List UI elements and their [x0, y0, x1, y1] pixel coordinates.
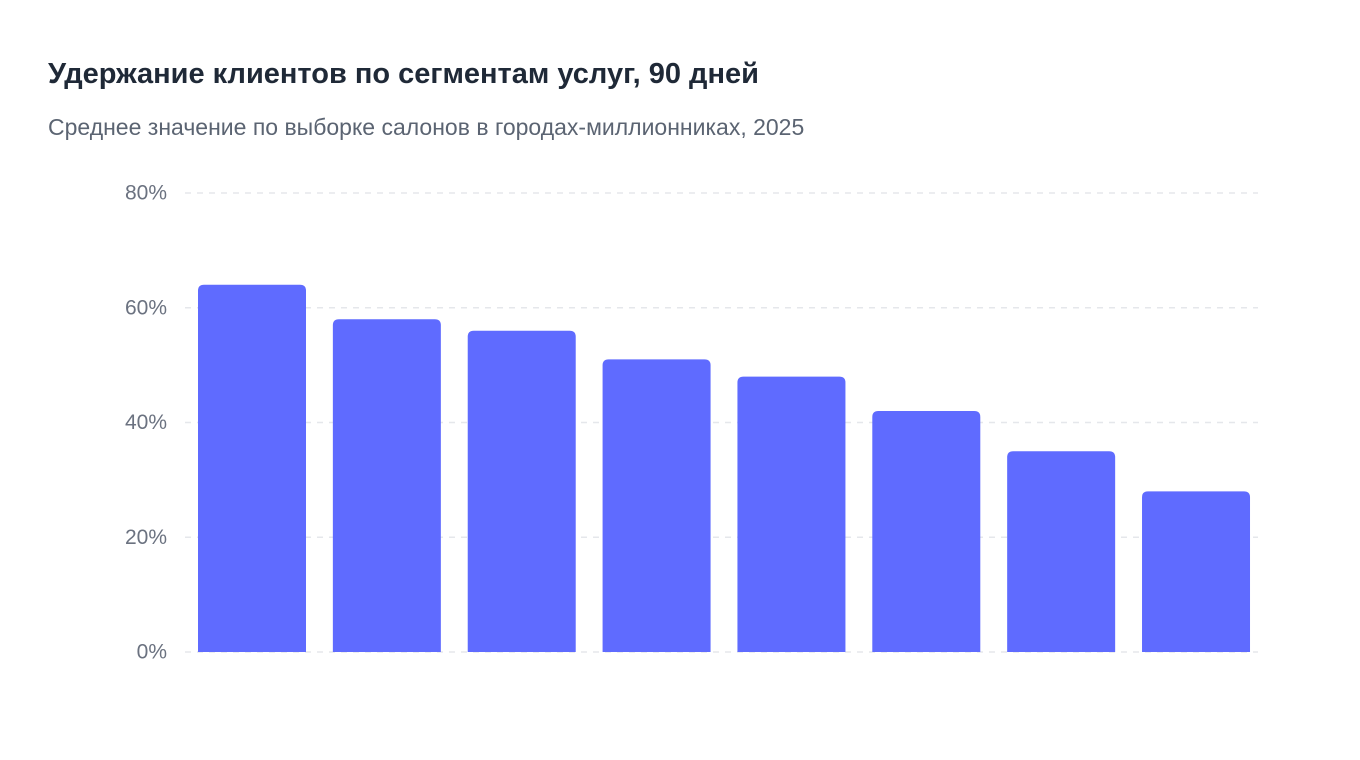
- y-tick-label: 20%: [125, 526, 167, 549]
- bar: [1142, 491, 1251, 652]
- chart-title: Удержание клиентов по сегментам услуг, 9…: [48, 58, 759, 90]
- y-tick-label: 80%: [125, 182, 167, 205]
- grid-layer: 0% 20% 40% 60% 80%: [125, 182, 1258, 664]
- y-tick-label: 0%: [137, 641, 167, 664]
- bar: [737, 376, 846, 652]
- bar: [467, 330, 576, 652]
- bar: [332, 319, 441, 652]
- y-tick-label: 60%: [125, 296, 167, 319]
- bar: [1007, 451, 1116, 652]
- bar: [602, 359, 711, 652]
- y-tick-label: 40%: [125, 411, 167, 434]
- bar: [198, 284, 306, 652]
- bars-layer: [198, 284, 1251, 652]
- bar: [872, 411, 981, 652]
- chart-subtitle: Среднее значение по выборке салонов в го…: [48, 114, 805, 140]
